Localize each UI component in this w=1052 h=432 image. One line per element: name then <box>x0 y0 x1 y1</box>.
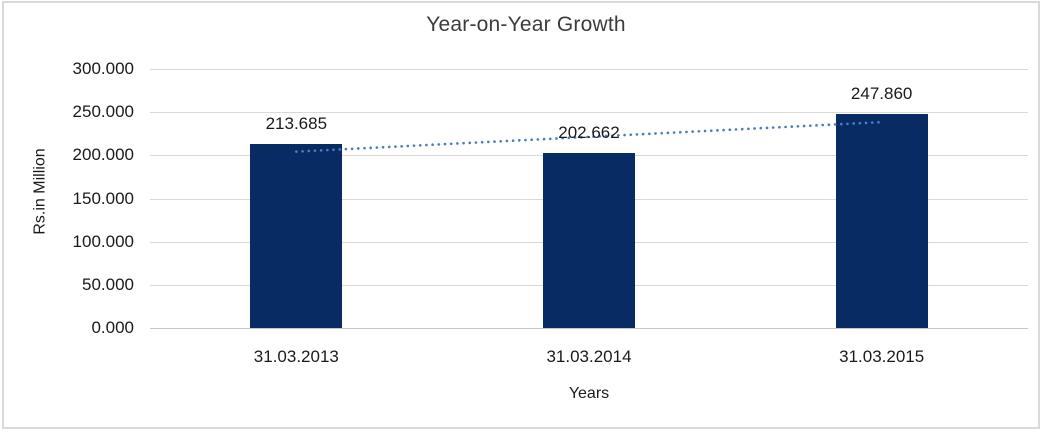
x-category-label: 31.03.2014 <box>546 347 632 366</box>
y-tick-label: 200.000 <box>72 145 134 165</box>
bar[interactable] <box>250 143 343 328</box>
y-tick-label: 300.000 <box>72 59 134 78</box>
plot-area: 213.685 202.662 247.860 <box>150 69 1028 329</box>
x-category-label: 31.03.2013 <box>253 347 339 366</box>
y-tick-label: 100.000 <box>72 231 134 251</box>
gridline <box>150 328 1028 329</box>
chart-title: Year-on-Year Growth <box>426 13 626 36</box>
bar[interactable] <box>543 153 635 328</box>
gridline <box>150 69 1028 70</box>
bar[interactable] <box>835 114 928 328</box>
bar-value-label: 247.860 <box>850 84 913 103</box>
gridline <box>150 112 1028 114</box>
x-category-label: 31.03.2015 <box>839 347 925 366</box>
trendline[interactable] <box>150 69 1028 328</box>
y-tick-label: 50.000 <box>82 274 134 294</box>
bar-value-label: 213.685 <box>265 113 328 133</box>
y-tick-label: 150.000 <box>72 188 134 208</box>
bar-value-label: 202.662 <box>558 123 620 143</box>
y-tick-label: 250.000 <box>72 102 134 122</box>
x-axis-title: Years <box>568 385 610 402</box>
y-tick-label: 0.000 <box>91 318 134 337</box>
